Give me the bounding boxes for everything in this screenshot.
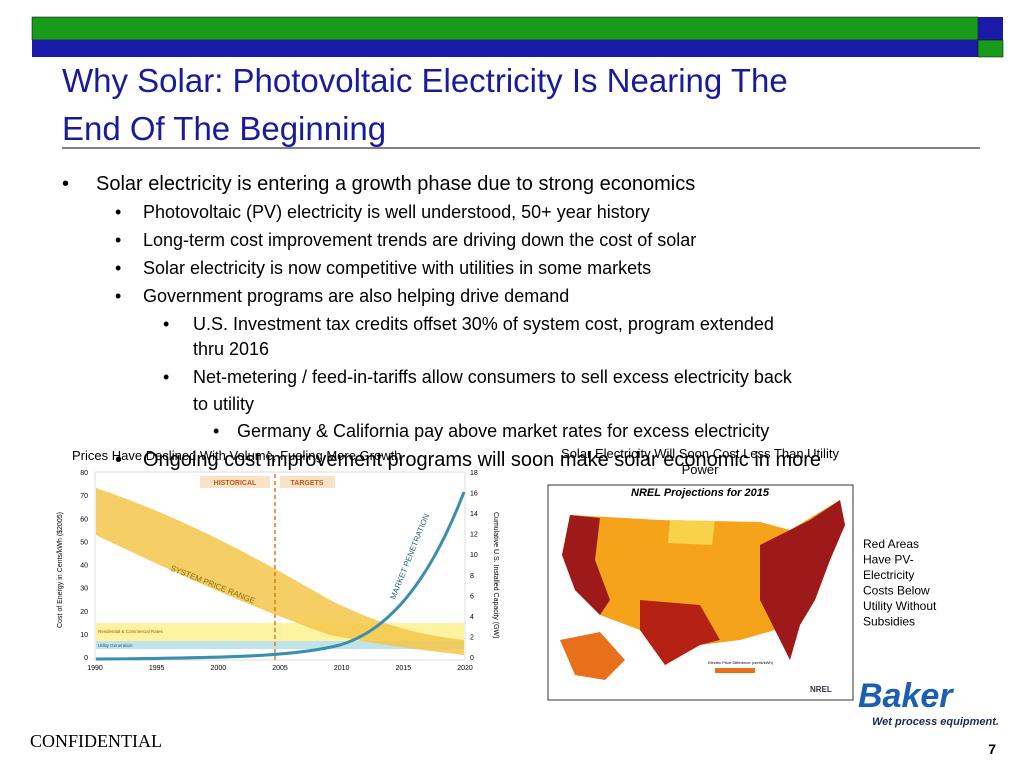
title-line: Why Solar: Photovoltaic Electricity Is N… — [62, 62, 788, 99]
map-legend-bar — [715, 668, 755, 673]
tick-label: 20 — [80, 609, 88, 616]
bullet-text: Long-term cost improvement trends are dr… — [143, 230, 696, 250]
map-title: NREL Projections for 2015 — [631, 487, 770, 499]
us-map: Electric Price Difference (cents/kWh) NR… — [560, 500, 845, 694]
tick-label: 8 — [470, 573, 474, 580]
axis-title: Cumulative U.S. Installed Capacity (GW) — [492, 512, 499, 638]
chart-caption: Prices Have Declined With Volume, Fuelin… — [72, 448, 401, 463]
utility-band — [96, 641, 464, 649]
side-note-line: Subsidies — [863, 615, 915, 629]
tick-label: 2 — [470, 634, 474, 641]
bullet-dot: • — [163, 314, 169, 334]
bullet-text: Solar electricity is entering a growth p… — [96, 173, 695, 195]
tick-label: 10 — [470, 552, 478, 559]
chart-caption: Power — [682, 462, 720, 477]
bullet-dot: • — [62, 173, 69, 195]
label-box — [280, 476, 335, 488]
map-legend: Electric Price Difference (cents/kWh) — [708, 660, 774, 665]
title-line: End Of The Beginning — [62, 110, 386, 147]
bullet-text: Ongoing cost improvement programs will s… — [143, 449, 821, 471]
map-red — [760, 500, 845, 660]
tick-label: 14 — [470, 511, 478, 518]
map-yellow — [668, 520, 715, 545]
tick-label: 1995 — [149, 665, 165, 672]
bullet-text: Solar electricity is now competitive wit… — [143, 258, 651, 278]
cost-chart-image: HISTORICAL TARGETS SYSTEM PRICE RANGE MA… — [57, 470, 499, 672]
bullet-list: • Solar electricity is entering a growth … — [62, 173, 821, 471]
band-label: Residential & Commercial Rates — [98, 629, 164, 634]
chart-label: HISTORICAL — [214, 480, 257, 487]
tick-label: 60 — [80, 516, 88, 523]
chart-label: TARGETS — [291, 480, 324, 487]
map-red — [562, 515, 610, 615]
tick-label: 0 — [84, 655, 88, 662]
blue-bar — [32, 40, 978, 57]
chart-caption: Solar Electricity Will Soon Cost Less Th… — [561, 446, 839, 461]
tick-label: 6 — [470, 593, 474, 600]
bullet-dot: • — [115, 449, 122, 471]
tick-label: 1990 — [87, 665, 103, 672]
bullet-text: thru 2016 — [193, 339, 269, 359]
tick-label: 30 — [80, 586, 88, 593]
map-alaska — [560, 632, 625, 680]
tick-label: 80 — [80, 470, 88, 477]
side-note-line: Utility Without — [863, 599, 937, 613]
logo: Baker — [858, 677, 954, 715]
tick-label: 18 — [470, 470, 478, 477]
side-note: Red Areas Have PV-Electricity Costs BelowU… — [863, 537, 937, 629]
tick-label: 12 — [470, 532, 478, 539]
side-note-line: Red Areas — [863, 537, 919, 551]
top-blue-square — [978, 17, 1003, 40]
bullet-text: U.S. Investment tax credits offset 30% o… — [193, 314, 774, 334]
page-number: 7 — [988, 741, 996, 757]
bullet-dot: • — [163, 367, 169, 387]
tick-label: 50 — [80, 539, 88, 546]
top-green-bar — [31, 16, 979, 41]
label-box — [200, 476, 270, 488]
tick-label: 0 — [470, 655, 474, 662]
tick-label: 2000 — [211, 665, 227, 672]
bullet-text: Government programs are also helping dri… — [143, 286, 569, 306]
price-band — [96, 488, 464, 655]
bullet-dot: • — [213, 421, 219, 441]
logo-tagline: Wet process equipment. — [872, 716, 999, 728]
bullet-dot: • — [115, 230, 121, 250]
map-logo: NREL — [810, 685, 832, 694]
side-note-line: Have PV- — [863, 553, 914, 567]
tick-label: 70 — [80, 493, 88, 500]
tick-label: 4 — [470, 614, 474, 621]
footer: CONFIDENTIAL — [30, 731, 162, 751]
bullet-dot: • — [115, 202, 121, 222]
tick-label: 2010 — [334, 665, 350, 672]
tick-label: 40 — [80, 563, 88, 570]
axis-title: Cost of Energy in Cents/kWh ($2005) — [57, 512, 64, 628]
tick-label: 2020 — [457, 665, 473, 672]
band-label: Utility Generation — [98, 643, 133, 648]
bullet-dot: • — [115, 286, 121, 306]
tick-label: 16 — [470, 491, 478, 498]
penetration-curve — [95, 491, 466, 661]
side-note-line: Costs Below — [863, 584, 930, 598]
bullet-text: Net-metering / feed-in-tariffs allow con… — [193, 367, 793, 387]
bullet-text: Germany & California pay above market ra… — [237, 421, 769, 441]
map-red — [640, 600, 720, 665]
tick-label: 2015 — [396, 665, 412, 672]
bullet-dot: • — [115, 258, 121, 278]
tick-label: 10 — [80, 632, 88, 639]
bullet-text: to utility — [193, 394, 254, 414]
tick-label: 2005 — [272, 665, 288, 672]
green-square — [977, 39, 1004, 58]
bullet-text: Photovoltaic (PV) electricity is well un… — [143, 202, 650, 222]
side-note-line: Electricity — [863, 568, 914, 582]
